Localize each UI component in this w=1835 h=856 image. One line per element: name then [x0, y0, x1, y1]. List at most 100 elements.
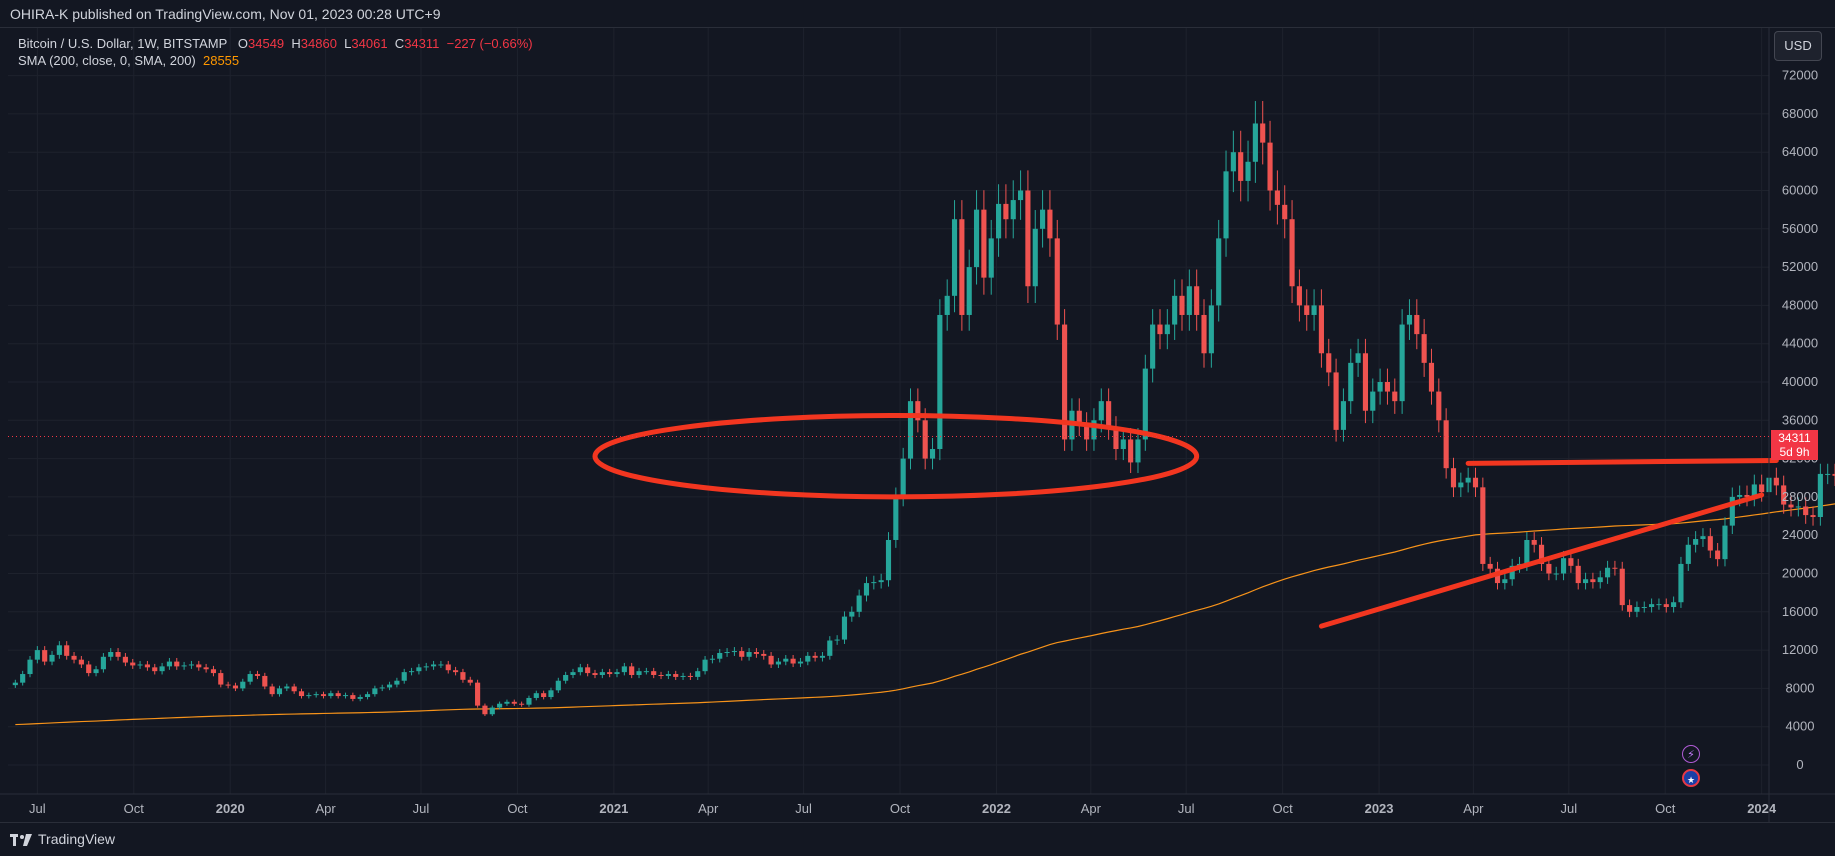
candle-body	[1627, 605, 1633, 612]
candle-body	[1252, 123, 1258, 162]
candle-body	[1084, 424, 1090, 440]
candle-body	[262, 675, 268, 687]
y-tick-label: 44000	[1782, 336, 1818, 351]
candle-body	[320, 694, 327, 697]
candle-body	[1502, 579, 1508, 584]
candle-body	[1649, 604, 1655, 608]
x-tick-label: Apr	[1463, 801, 1484, 816]
candle-body	[1472, 477, 1479, 488]
candle-body	[1040, 209, 1046, 229]
candle-body	[1414, 314, 1420, 335]
x-tick-label: 2022	[982, 801, 1011, 816]
candle-body	[570, 672, 576, 675]
candle-body	[181, 665, 187, 667]
candle-body	[1318, 305, 1324, 354]
candle-body	[93, 669, 99, 674]
candle-body	[973, 209, 980, 268]
candle-body	[196, 664, 202, 668]
candle-body	[951, 219, 958, 296]
candle-body	[1062, 324, 1068, 440]
candle-body	[871, 582, 877, 584]
brand-name: TradingView	[38, 831, 116, 847]
candle-body	[203, 667, 209, 670]
candle-body	[944, 295, 950, 315]
x-tick-label: Apr	[315, 801, 336, 816]
candle-body	[86, 664, 92, 674]
candle-body	[1700, 536, 1706, 540]
sma-line	[15, 503, 1835, 726]
candle-body	[56, 645, 62, 655]
candle-body	[687, 675, 693, 677]
candle-body	[284, 686, 290, 689]
candle-body	[995, 203, 1002, 239]
candle-body	[291, 686, 297, 692]
candle-body	[1377, 382, 1383, 392]
candle-body	[1098, 401, 1104, 421]
candle-body	[49, 654, 55, 662]
candle-body	[621, 666, 627, 673]
y-tick-label: 8000	[1786, 680, 1815, 695]
symbol-legend-row[interactable]: Bitcoin / U.S. Dollar, 1W, BITSTAMP O345…	[18, 35, 533, 52]
candle-body	[1003, 203, 1009, 220]
candle-body	[1707, 536, 1713, 551]
candle-body	[1120, 439, 1126, 450]
candle-body	[1678, 563, 1684, 603]
x-tick-label: Oct	[1655, 801, 1676, 816]
candle-body	[1406, 314, 1413, 325]
x-tick-label: Oct	[890, 801, 911, 816]
candle-body	[988, 238, 994, 278]
candle-body	[298, 691, 305, 697]
candle-body	[1164, 324, 1170, 335]
candle-body	[1326, 353, 1332, 373]
candle-body	[122, 656, 128, 663]
low-value: 34061	[351, 36, 388, 51]
candle-body	[878, 580, 884, 583]
sma-legend-row[interactable]: SMA (200, close, 0, SMA, 200) 28555	[18, 52, 533, 69]
candle-body	[1304, 305, 1310, 315]
candle-body	[1487, 563, 1493, 569]
x-tick-label: Jul	[795, 801, 812, 816]
candle-body	[306, 695, 312, 697]
y-tick-label: 36000	[1782, 412, 1818, 427]
candle-body	[746, 652, 752, 657]
candle-body	[423, 666, 429, 668]
x-tick-label: Oct	[507, 801, 528, 816]
candlestick-chart[interactable]: 0400080001200016000200002400028000320003…	[0, 28, 1835, 822]
candle-body	[577, 667, 583, 673]
candle-body	[1150, 324, 1156, 369]
candle-body	[12, 682, 18, 686]
bar-countdown: 5d 9h	[1779, 445, 1810, 459]
y-tick-label: 16000	[1782, 604, 1818, 619]
currency-button[interactable]: USD	[1774, 31, 1822, 61]
candle-body	[1216, 238, 1222, 306]
candle-body	[1575, 565, 1581, 584]
candle-body	[1751, 484, 1757, 497]
candle-body	[724, 652, 730, 654]
candle-body	[885, 539, 892, 581]
candle-body	[812, 655, 818, 658]
drawings[interactable]	[592, 413, 1779, 629]
y-tick-label: 56000	[1782, 221, 1818, 236]
candle-body	[1656, 604, 1662, 606]
candle-body	[100, 656, 106, 670]
candle-body	[1340, 401, 1346, 430]
us-flag-icon[interactable]: ★	[1682, 769, 1700, 787]
candle-body	[1509, 565, 1515, 580]
candle-body	[445, 664, 451, 671]
candle-body	[1832, 473, 1835, 476]
candle-body	[1428, 362, 1435, 392]
candle-body	[929, 449, 936, 459]
lightning-icon[interactable]: ⚡	[1682, 745, 1700, 763]
candle-body	[1641, 607, 1647, 609]
candle-body	[1142, 368, 1148, 440]
candle-body	[1172, 295, 1178, 325]
candle-body	[1597, 577, 1603, 583]
candle-body	[1546, 563, 1552, 574]
candle-body	[1465, 477, 1471, 483]
candle-body	[1788, 504, 1794, 508]
x-tick-label: Jul	[413, 801, 430, 816]
candle-body	[753, 652, 759, 654]
candle-body	[1135, 439, 1141, 463]
chart-area[interactable]: 0400080001200016000200002400028000320003…	[0, 28, 1835, 822]
candle-body	[1538, 544, 1545, 564]
